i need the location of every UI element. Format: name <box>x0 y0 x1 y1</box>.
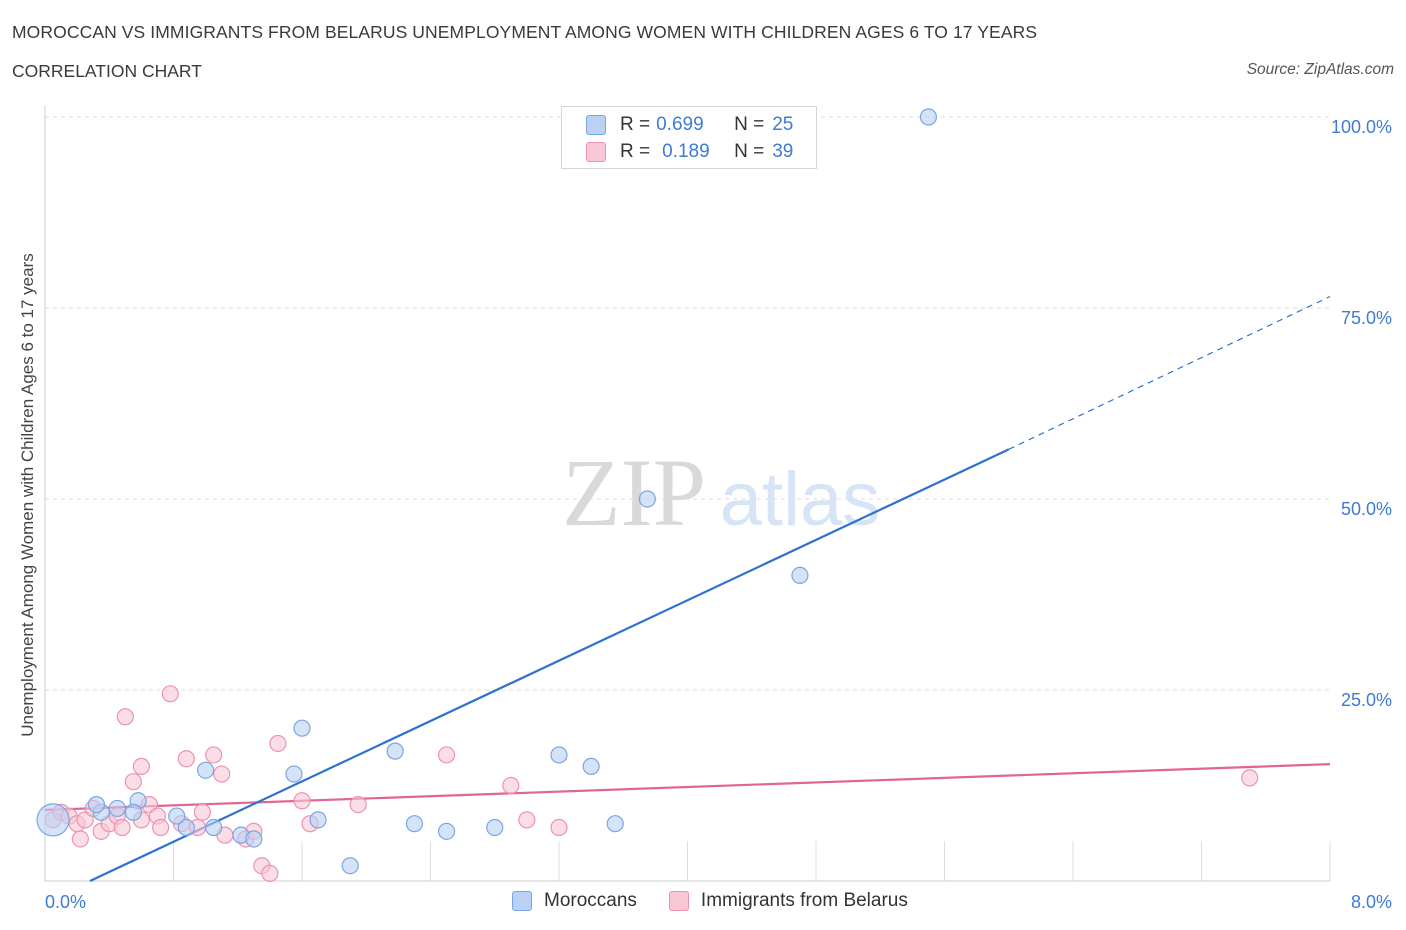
belarus-point <box>161 685 179 703</box>
tick-labels: 25.0% 50.0% 75.0% 100.0% 0.0% 8.0% <box>45 117 1392 912</box>
belarus-point <box>113 818 131 837</box>
moroccan-point <box>293 719 311 737</box>
moroccan-point <box>919 108 938 126</box>
moroccan-point <box>791 566 809 585</box>
belarus-label: Immigrants from Belarus <box>700 890 908 911</box>
chart-title: MOROCCAN VS IMMIGRANTS FROM BELARUS UNEM… <box>12 22 1038 42</box>
belarus-point <box>177 750 195 768</box>
moroccan-point <box>582 757 600 776</box>
moroccans-trend-line <box>89 448 1010 882</box>
grid-lines <box>45 116 1330 691</box>
belarus-point <box>437 746 456 764</box>
axes <box>44 105 1331 882</box>
legend-swatch-blue <box>586 115 606 135</box>
legend-r-label: R = <box>620 114 651 135</box>
watermark-zip: ZIP <box>562 439 706 546</box>
moroccan-point <box>87 795 106 814</box>
series-legend: Moroccans Immigrants from Belarus <box>512 890 940 912</box>
moroccan-point <box>168 807 186 825</box>
moroccan-point <box>36 803 70 837</box>
belarus-point <box>205 746 223 764</box>
belarus-point <box>518 811 536 829</box>
y-tick-label: 25.0% <box>1341 690 1392 710</box>
belarus-point <box>269 734 287 753</box>
legend-swatch-pink <box>586 142 606 162</box>
belarus-point <box>124 773 142 791</box>
moroccan-point <box>285 765 303 783</box>
belarus-trend-line <box>44 763 1331 812</box>
belarus-point <box>502 776 520 795</box>
legend-n-label: N = <box>734 141 765 162</box>
chart-subtitle: CORRELATION CHART <box>12 61 202 81</box>
y-axis-label: Unemployment Among Women with Children A… <box>18 253 37 737</box>
belarus-point <box>152 818 170 837</box>
moroccans-trend-extension <box>1008 295 1331 450</box>
data-points <box>36 108 1259 882</box>
legend-n-value: 25 <box>772 114 794 135</box>
legend-r-value: 0.699 <box>656 114 704 135</box>
moroccan-point <box>550 746 568 764</box>
moroccan-point <box>638 490 656 508</box>
watermark: ZIP atlas <box>562 439 880 546</box>
legend-r-label: R = <box>620 141 651 162</box>
moroccan-point <box>341 857 359 875</box>
belarus-point <box>550 818 568 837</box>
y-tick-label: 100.0% <box>1331 117 1392 137</box>
legend-item-belarus[interactable]: Immigrants from Belarus <box>668 890 908 912</box>
belarus-point <box>116 708 134 726</box>
watermark-atlas: atlas <box>720 457 881 542</box>
moroccan-point <box>437 822 456 840</box>
moroccan-point <box>245 830 263 848</box>
belarus-point <box>193 803 212 821</box>
belarus-point <box>293 792 311 810</box>
moroccan-point <box>405 815 424 833</box>
moroccan-point <box>486 818 504 837</box>
belarus-point <box>71 830 89 848</box>
stats-legend: R = 0.699 N = 25 R = 0.189 N = 39 <box>561 106 817 169</box>
legend-r-value: 0.189 <box>662 141 710 162</box>
moroccans-label: Moroccans <box>544 890 637 911</box>
belarus-point <box>261 864 279 882</box>
legend-n-label: N = <box>734 114 765 135</box>
belarus-point <box>213 765 231 783</box>
moroccan-point <box>177 818 195 837</box>
legend-row-belarus: R = 0.189 N = 39 <box>586 140 793 164</box>
moroccan-point <box>205 818 223 837</box>
legend-n-value: 39 <box>772 141 794 162</box>
trend-lines <box>44 295 1331 882</box>
y-tick-label: 75.0% <box>1341 308 1392 328</box>
legend-item-moroccans[interactable]: Moroccans <box>512 890 637 912</box>
moroccan-point <box>108 799 126 818</box>
x-tick-label: 8.0% <box>1351 892 1392 912</box>
belarus-swatch <box>668 891 689 911</box>
source-credit: Source: ZipAtlas.com <box>1246 61 1394 78</box>
legend-row-moroccans: R = 0.699 N = 25 <box>586 113 793 137</box>
moroccan-point <box>386 742 404 760</box>
moroccan-point <box>124 803 142 821</box>
moroccan-point <box>197 761 215 779</box>
belarus-point <box>132 757 150 776</box>
moroccan-point <box>606 815 624 833</box>
belarus-point <box>1241 769 1259 787</box>
y-tick-label: 50.0% <box>1341 499 1392 519</box>
moroccan-point <box>309 811 327 829</box>
x-tick-label: 0.0% <box>45 892 86 912</box>
moroccans-swatch <box>512 891 532 911</box>
belarus-point <box>349 795 367 814</box>
